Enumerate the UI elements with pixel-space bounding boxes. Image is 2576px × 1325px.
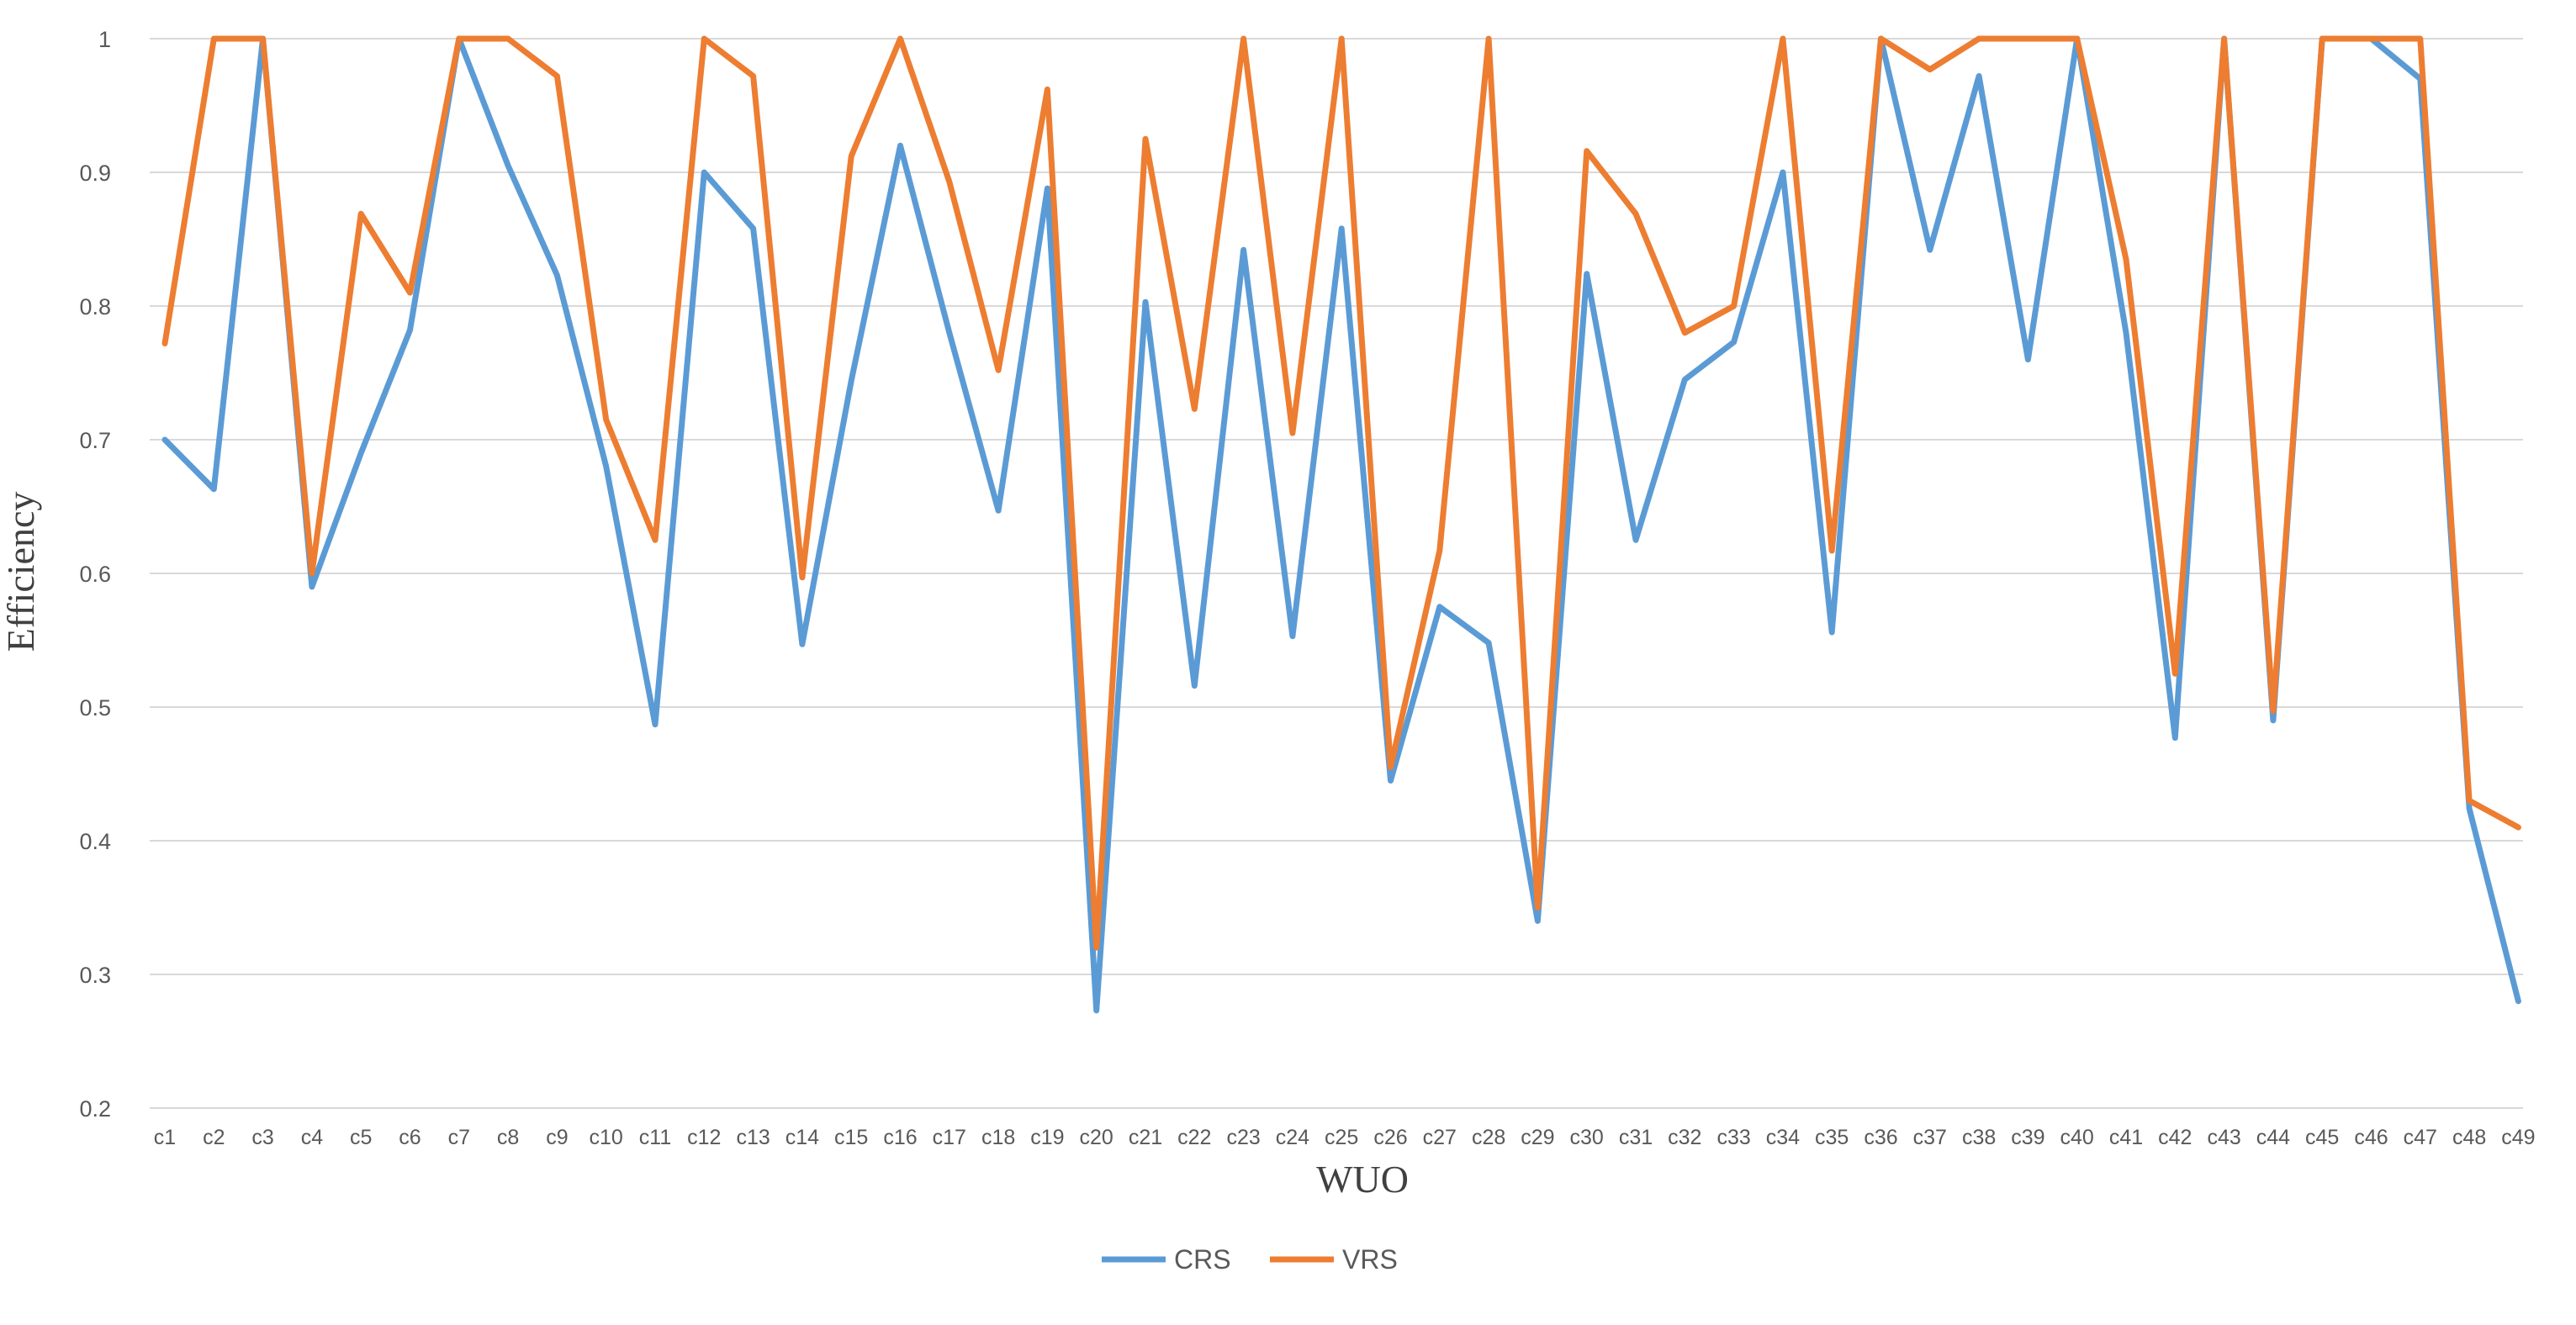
x-tick-label: c30 [1570,1126,1604,1149]
x-tick-label: c48 [2452,1126,2486,1149]
x-tick-label: c23 [1226,1126,1260,1149]
x-tick-label: c32 [1668,1126,1701,1149]
x-tick-label: c16 [883,1126,917,1149]
x-axis-label: WUO [1316,1158,1409,1201]
series-line-crs [161,35,2521,1014]
x-tick-label: c34 [1766,1126,1800,1149]
y-tick-label: 0.9 [79,161,111,186]
x-tick-label: c19 [1030,1126,1064,1149]
x-tick-label: c43 [2207,1126,2240,1149]
y-tick-label: 0.6 [79,562,111,587]
x-tick-label: c6 [399,1126,421,1149]
x-tick-label: c26 [1373,1126,1407,1149]
x-tick-label: c13 [736,1126,770,1149]
x-tick-label: c10 [590,1126,623,1149]
x-tick-label: c33 [1716,1126,1750,1149]
x-tick-label: c4 [301,1126,324,1149]
x-tick-label: c31 [1619,1126,1653,1149]
x-tick-label: c40 [2060,1126,2094,1149]
x-tick-label: c14 [785,1126,819,1149]
x-axis-tick-labels: c1 c2 c3 c4 c5 c6 c7 c8 c9 c10 c11 c12 c13 c14 c15 c16 c… [154,1126,2536,1149]
legend: CRS VRS [1102,1244,1398,1275]
x-tick-label: c24 [1276,1126,1309,1149]
x-tick-label: c35 [1815,1126,1849,1149]
x-tick-label: c29 [1521,1126,1554,1149]
x-tick-label: c8 [497,1126,519,1149]
x-tick-label: c42 [2158,1126,2192,1149]
x-tick-label: c18 [981,1126,1015,1149]
x-tick-label: c5 [350,1126,372,1149]
x-tick-label: c1 [154,1126,176,1149]
x-tick-label: c9 [546,1126,568,1149]
y-tick-label: 0.7 [79,428,111,453]
x-tick-label: c28 [1472,1126,1505,1149]
series-line-vrs [161,35,2521,951]
x-tick-label: c15 [834,1126,868,1149]
y-tick-label: 0.8 [79,294,111,319]
y-tick-label: 0.4 [79,829,111,854]
x-tick-label: c3 [251,1126,273,1149]
x-tick-label: c25 [1325,1126,1358,1149]
x-tick-label: c37 [1913,1126,1947,1149]
y-tick-label: 0.3 [79,963,111,988]
x-tick-label: c47 [2404,1126,2437,1149]
x-tick-label: c12 [687,1126,721,1149]
x-tick-label: c44 [2256,1126,2290,1149]
y-tick-label: 0.2 [79,1096,111,1122]
x-tick-label: c41 [2109,1126,2143,1149]
x-tick-label: c27 [1423,1126,1457,1149]
x-tick-label: c38 [1962,1126,1996,1149]
x-tick-label: c22 [1177,1126,1211,1149]
x-tick-label: c36 [1864,1126,1897,1149]
y-tick-label: 1 [98,27,111,52]
gridlines [150,38,2523,1109]
x-tick-label: c2 [203,1126,225,1149]
x-tick-label: c11 [639,1126,671,1149]
x-tick-label: c20 [1080,1126,1113,1149]
legend-label-crs: CRS [1174,1244,1231,1275]
y-tick-label: 0.5 [79,695,111,721]
x-tick-label: c45 [2305,1126,2339,1149]
legend-label-vrs: VRS [1342,1244,1398,1275]
x-tick-label: c39 [2011,1126,2044,1149]
x-tick-label: c21 [1129,1126,1162,1149]
y-axis-label: Efficiency [0,492,42,652]
y-axis-tick-labels: 0.2 0.3 0.4 0.5 0.6 0.7 0.8 0.9 1 [79,27,111,1122]
x-tick-label: c7 [448,1126,470,1149]
x-tick-label: c49 [2501,1126,2535,1149]
series-lines [161,35,2521,1014]
x-tick-label: c46 [2354,1126,2388,1149]
x-tick-label: c17 [933,1126,966,1149]
